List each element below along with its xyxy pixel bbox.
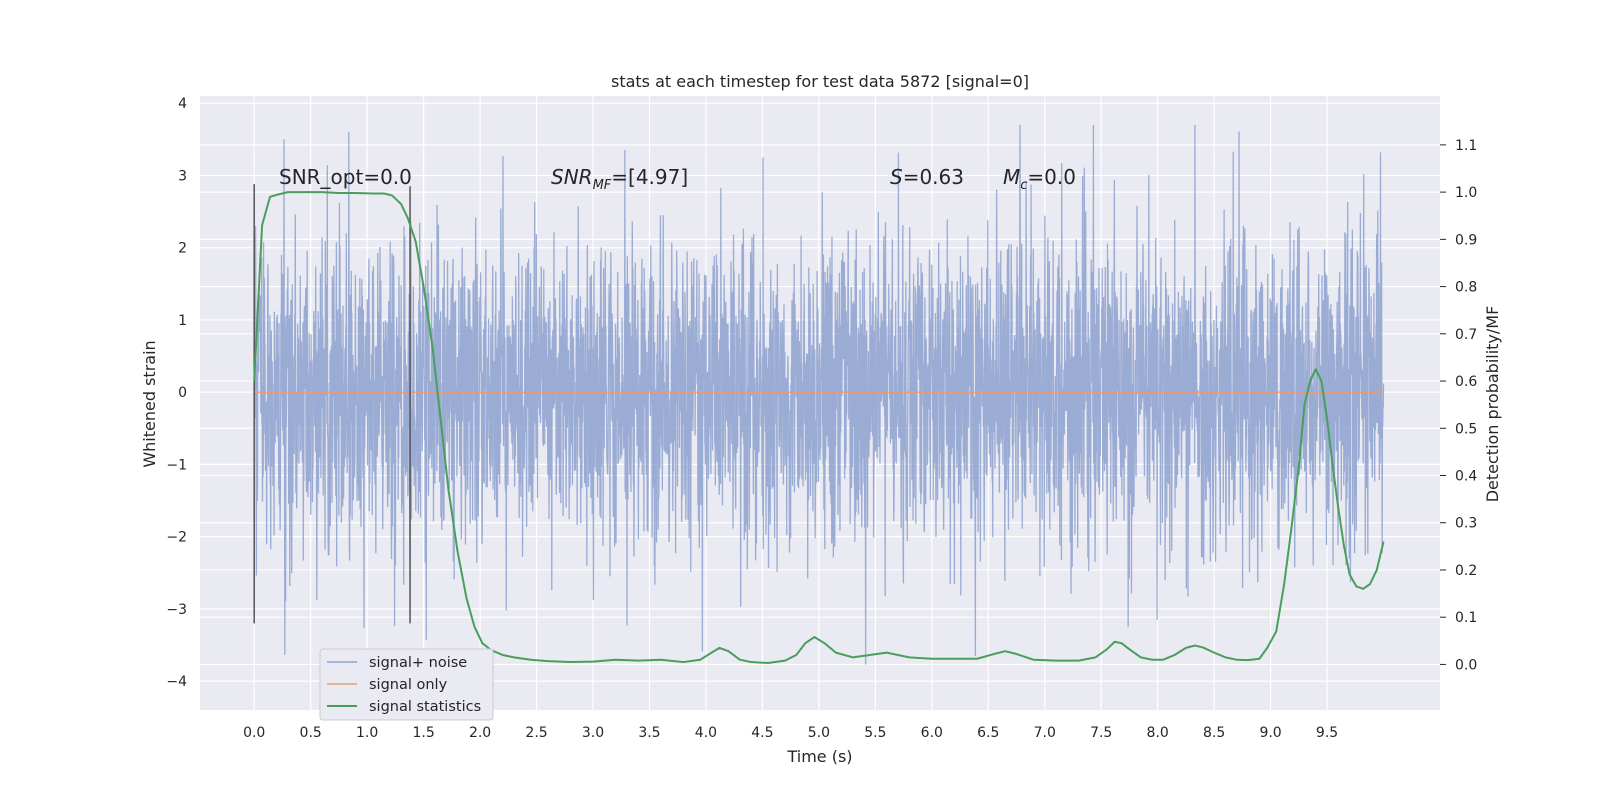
x-tick-label: 4.5 [751,725,773,741]
x-tick-label: 5.0 [808,725,830,741]
x-tick-label: 8.0 [1147,725,1169,741]
legend-box [319,648,494,721]
annotation-snr-opt: SNR_opt=0.0 [279,165,412,189]
y-tick-label: −2 [166,530,187,546]
x-tick-label: 3.0 [582,725,604,741]
y-tick-label: 2 [178,241,187,257]
y2-tick-label: 0.9 [1455,232,1477,248]
y2-axis-label: Detection probability/MF [1483,306,1502,503]
y-tick-label: 4 [178,96,187,112]
y2-tick-label: 1.1 [1455,138,1477,154]
y2-tick-label: 0.4 [1455,468,1477,484]
legend-label-noise: signal+ noise [369,655,467,671]
x-tick-label: 1.5 [412,725,434,741]
legend-label-signal: signal only [369,677,448,693]
snr-mf-sub: MF [593,178,612,193]
x-tick-label: 0.0 [243,725,265,741]
noise-series [253,124,1385,665]
signal-statistics-series [253,191,1385,665]
y-tick-label: −3 [166,602,187,618]
x-tick-label: 6.5 [977,725,999,741]
x-tick-label: 9.0 [1259,725,1281,741]
annotation-mc: Mc=0.0 [1003,165,1076,193]
x-tick-label: 4.0 [695,725,717,741]
y2-tick-label: 0.1 [1455,610,1477,626]
snr-mf-base: SNR [551,165,593,189]
snr-mf-value: =[4.97] [611,165,688,189]
x-tick-label: 8.5 [1203,725,1225,741]
mc-symbol: M [1003,165,1020,189]
x-tick-label: 2.0 [469,725,491,741]
x-tick-label: 3.5 [638,725,660,741]
legend: signal+ noise signal only signal statist… [319,648,494,721]
y-tick-label: 3 [178,168,187,184]
signal-statistics-line [253,191,1385,665]
x-tick-label: 7.0 [1034,725,1056,741]
legend-label-statistics: signal statistics [369,699,481,715]
y-tick-label: −4 [166,674,187,690]
x-tick-label: 2.5 [525,725,547,741]
x-tick-label: 1.0 [356,725,378,741]
y2-tick-label: 0.2 [1455,563,1477,579]
mc-sub: c [1020,178,1027,193]
x-axis-label: Time (s) [786,747,852,766]
annotation-snr-mf: SNRMF=[4.97] [551,165,688,193]
x-tick-label: 6.0 [921,725,943,741]
x-tick-label: 9.5 [1316,725,1338,741]
x-tick-label: 7.5 [1090,725,1112,741]
annotation-s: S=0.63 [890,165,964,189]
x-axis-ticks: 0.0 0.5 1.0 1.5 2.0 2.5 3.0 3.5 4.0 4.5 5.0 5.5 6.0 6… [243,725,1338,741]
y2-axis-ticks: 0.0 0.1 0.2 0.3 0.4 0.5 0.6 0.7 0.8 0.9 1.0 1.1 [1440,138,1477,673]
y2-tick-label: 0.8 [1455,280,1477,296]
y-axis-ticks: −4 −3 −2 −1 0 1 2 3 4 [166,96,187,690]
y-axis-label: Whitened strain [140,340,159,467]
x-tick-label: 0.5 [300,725,322,741]
s-symbol: S [890,165,903,189]
x-tick-label: 5.5 [864,725,886,741]
y2-tick-label: 0.7 [1455,327,1477,343]
y2-tick-label: 0.0 [1455,657,1477,673]
s-value: =0.63 [903,165,964,189]
noise-line [253,124,1385,665]
y2-tick-label: 0.3 [1455,516,1477,532]
mc-value: =0.0 [1027,165,1076,189]
y2-tick-label: 1.0 [1455,185,1477,201]
y-tick-label: −1 [166,457,187,473]
y2-tick-label: 0.6 [1455,374,1477,390]
vertical-markers [253,184,411,624]
y-tick-label: 1 [178,313,187,329]
y-tick-label: 0 [178,385,187,401]
chart-title: stats at each timestep for test data 587… [611,72,1029,91]
y2-tick-label: 0.5 [1455,421,1477,437]
